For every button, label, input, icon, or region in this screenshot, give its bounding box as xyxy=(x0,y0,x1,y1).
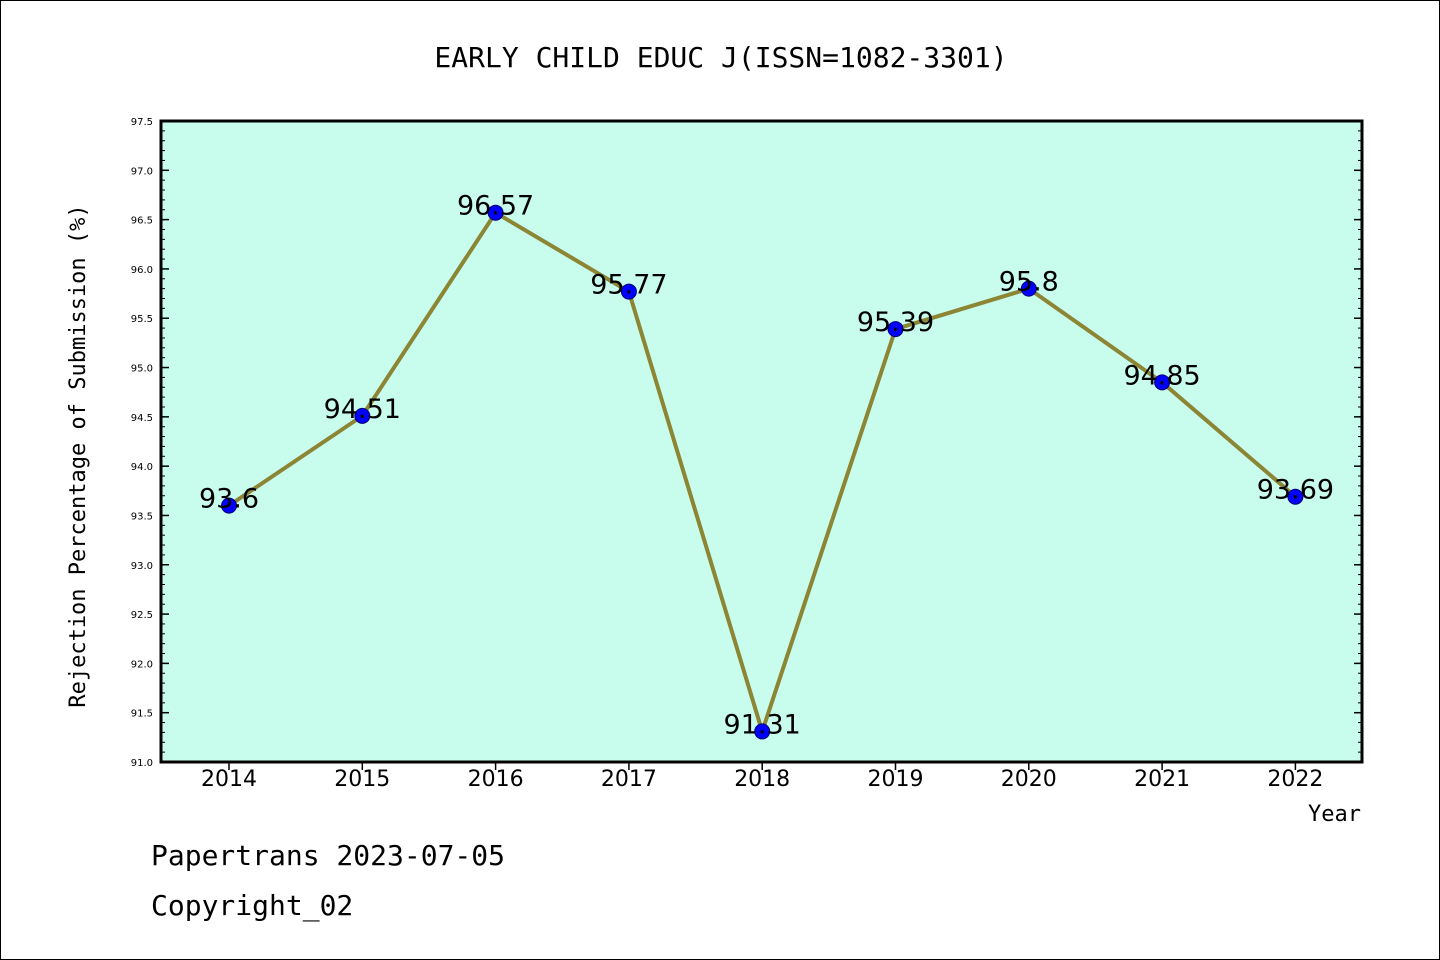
data-label: 93.69 xyxy=(1257,475,1334,506)
data-label: 95.39 xyxy=(857,307,934,338)
plot-area xyxy=(159,119,1364,764)
y-tick-label: 93.5 xyxy=(131,511,153,522)
y-tick-label: 92.5 xyxy=(131,610,153,621)
footer-line-2: Copyright_02 xyxy=(151,889,353,923)
y-tick-label: 95.0 xyxy=(131,364,153,375)
footer-line-1: Papertrans 2023-07-05 xyxy=(151,839,505,872)
data-point xyxy=(221,497,237,514)
chart-title: EARLY CHILD EDUC J(ISSN=1082-3301) xyxy=(434,41,1007,74)
x-tick-label: 2020 xyxy=(1001,767,1057,792)
x-tick-label: 2019 xyxy=(868,767,924,792)
y-tick-label: 97.0 xyxy=(131,166,153,177)
data-point xyxy=(620,283,637,300)
x-tick-label: 2021 xyxy=(1134,767,1190,792)
x-tick-label: 2017 xyxy=(601,767,657,792)
data-label: 91.31 xyxy=(724,709,801,740)
y-axis-ticks: 91.0 91.5 92.0 92.5 93.0 93.5 94.0 94.5 95.0 95.5… xyxy=(131,117,1362,769)
y-tick-label: 96.0 xyxy=(131,265,153,276)
y-tick-label: 91.0 xyxy=(131,758,153,769)
data-label: 94.85 xyxy=(1123,360,1200,391)
x-tick-label: 2016 xyxy=(468,767,524,792)
x-tick-label: 2018 xyxy=(734,767,790,792)
data-label: 94.51 xyxy=(324,394,401,425)
x-tick-label: 2022 xyxy=(1267,767,1323,792)
x-tick-label: 2014 xyxy=(201,767,257,792)
data-point xyxy=(1287,488,1304,505)
y-tick-label: 95.5 xyxy=(131,314,153,325)
data-point xyxy=(754,723,771,740)
data-point xyxy=(887,321,904,338)
y-tick-label: 96.5 xyxy=(131,216,153,227)
data-label: 95.8 xyxy=(999,267,1059,298)
data-points-group xyxy=(221,204,1304,740)
y-tick-label: 94.0 xyxy=(131,462,153,473)
y-tick-label: 94.5 xyxy=(131,413,153,424)
data-point xyxy=(1020,280,1037,297)
y-tick-label: 91.5 xyxy=(131,709,153,720)
data-label: 93.6 xyxy=(199,484,259,515)
y-axis-label: Rejection Percentage of Submission (%) xyxy=(66,204,91,707)
y-tick-label: 93.0 xyxy=(131,561,153,572)
data-point xyxy=(1154,374,1171,391)
y-tick-label: 97.5 xyxy=(131,117,153,128)
y-tick-label: 92.0 xyxy=(131,659,153,670)
data-label: 95.77 xyxy=(590,270,667,301)
x-tick-label: 2015 xyxy=(334,767,390,792)
data-point xyxy=(487,204,504,221)
data-point xyxy=(354,407,371,424)
x-axis-label: Year xyxy=(1308,802,1361,827)
x-axis-ticks: 2014 2015 2016 2017 2018 2019 2020 2021 2022 xyxy=(201,762,1323,792)
data-label: 96.57 xyxy=(457,191,534,222)
data-labels-group: 93.6 94.51 96.57 95.77 91.31 95.39 95.8 94.85 93… xyxy=(199,191,1334,741)
